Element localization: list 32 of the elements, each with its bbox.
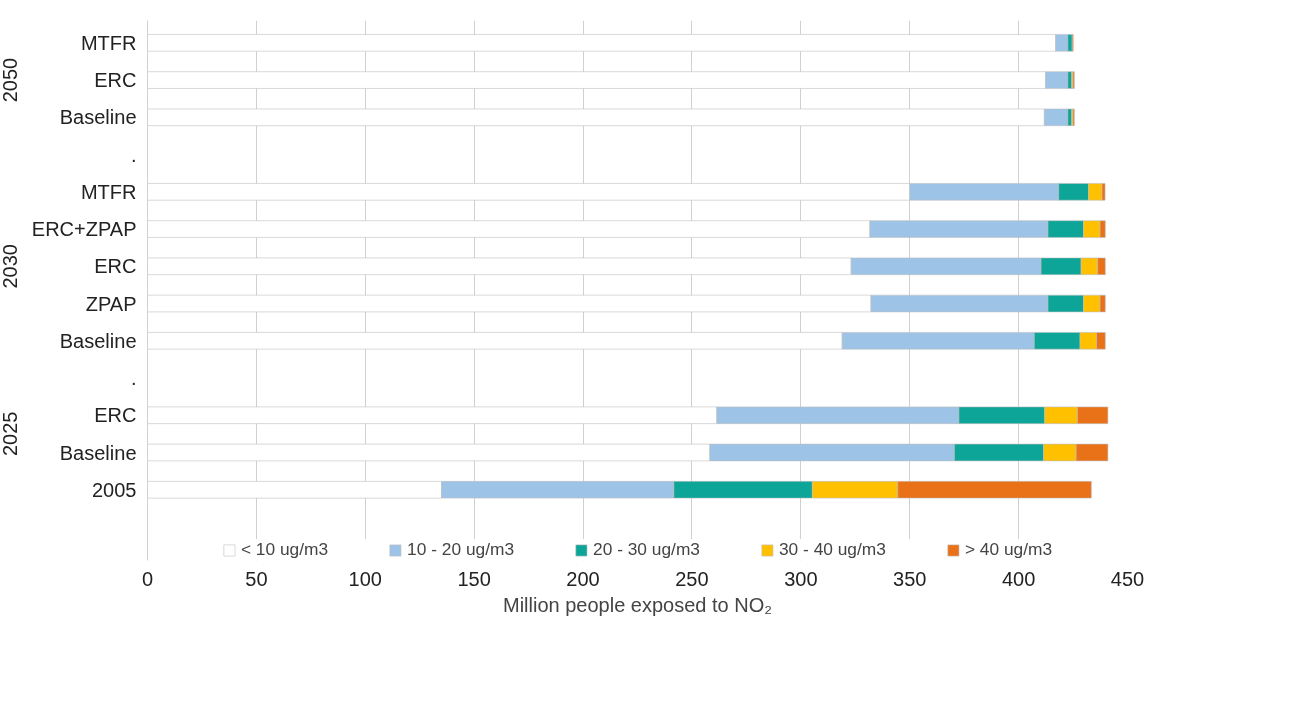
y-tick-label: ERC: [94, 404, 137, 427]
legend-label: > 40 ug/m3: [964, 539, 1053, 560]
y-tick-label: 2005: [92, 478, 137, 501]
y-tick-label: Baseline: [59, 329, 137, 352]
x-tick-label: 300: [784, 567, 818, 590]
y-tick-label: MTFR: [80, 31, 137, 54]
x-tick-label: 0: [141, 567, 154, 590]
y-tick-label: MTFR: [80, 180, 137, 203]
text: 2030: [0, 244, 22, 289]
x-tick-label: 250: [675, 567, 709, 590]
x-tick-label: 200: [566, 567, 600, 590]
text: 2025: [0, 411, 22, 457]
legend-label: 10 - 20 ug/m3: [407, 539, 515, 560]
x-tick-label: 450: [1110, 567, 1145, 590]
text: 2050: [0, 57, 22, 103]
y-tick-label: Baseline: [59, 106, 137, 129]
x-tick-label: 400: [1001, 567, 1036, 590]
x-axis-title: Million people exposed to NO₂: [502, 593, 773, 616]
legend-label: 30 - 40 ug/m3: [778, 539, 886, 560]
x-tick-label: 150: [457, 567, 491, 590]
y-tick-label: ERC+ZPAP: [31, 218, 137, 241]
y-tick-label: ZPAP: [85, 292, 137, 315]
x-tick-label: 50: [245, 567, 268, 590]
y-tick-label: .: [130, 367, 137, 390]
legend-label: 20 - 30 ug/m3: [593, 539, 700, 560]
y-tick-label: Baseline: [59, 441, 137, 464]
y-tick-label: ERC: [94, 255, 137, 278]
x-tick-label: 100: [348, 567, 382, 590]
y-tick-label: .: [130, 143, 137, 166]
y-tick-label: ERC: [94, 69, 137, 92]
legend-label: < 10 ug/m3: [240, 539, 329, 560]
x-tick-label: 350: [893, 567, 927, 590]
